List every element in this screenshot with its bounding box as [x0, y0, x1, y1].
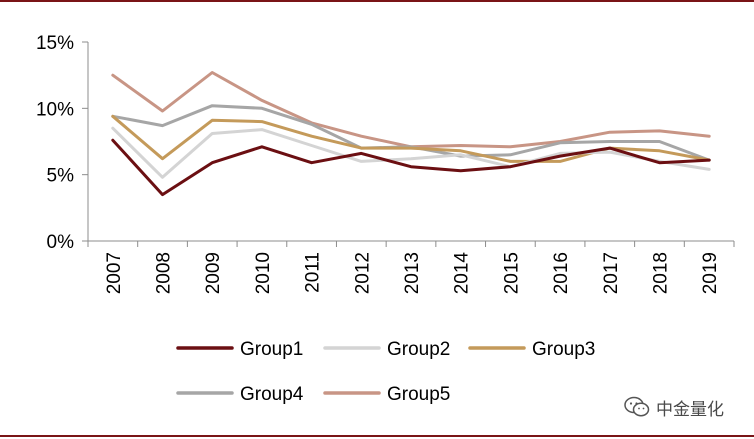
x-tick-label: 2008	[154, 252, 175, 294]
x-tick-label: 2015	[501, 252, 522, 294]
series-line-group2	[111, 126, 711, 179]
x-tick-label: 2011	[303, 252, 324, 293]
y-tick-label: 5%	[47, 166, 75, 187]
y-tick-label: 0%	[47, 232, 75, 253]
x-tick-label: 2014	[452, 252, 473, 295]
x-tick-label: 2010	[253, 252, 274, 294]
top-border	[0, 0, 754, 2]
y-tick-label: 15%	[36, 33, 74, 54]
series-line-group1	[111, 138, 711, 197]
bottom-border	[0, 435, 754, 437]
watermark-text: 中金量化	[656, 399, 724, 420]
x-tick-label: 2013	[402, 252, 423, 294]
legend-label-group1: Group1	[240, 339, 303, 360]
legend-label-group2: Group2	[387, 339, 450, 360]
wechat-icon	[624, 396, 650, 417]
legend-label-group5: Group5	[387, 384, 450, 405]
y-tick-label: 10%	[36, 99, 74, 120]
x-tick-label: 2019	[700, 252, 721, 294]
x-tick-label: 2007	[104, 252, 125, 294]
legend-label-group3: Group3	[532, 339, 595, 360]
x-tick-label: 2016	[551, 252, 572, 294]
x-tick-label: 2018	[650, 252, 671, 294]
legend-label-group4: Group4	[240, 384, 304, 405]
x-tick-label: 2012	[352, 252, 373, 294]
watermark: 中金量化	[624, 396, 724, 420]
x-tick-label: 2017	[601, 252, 622, 294]
x-tick-label: 2009	[203, 252, 224, 294]
